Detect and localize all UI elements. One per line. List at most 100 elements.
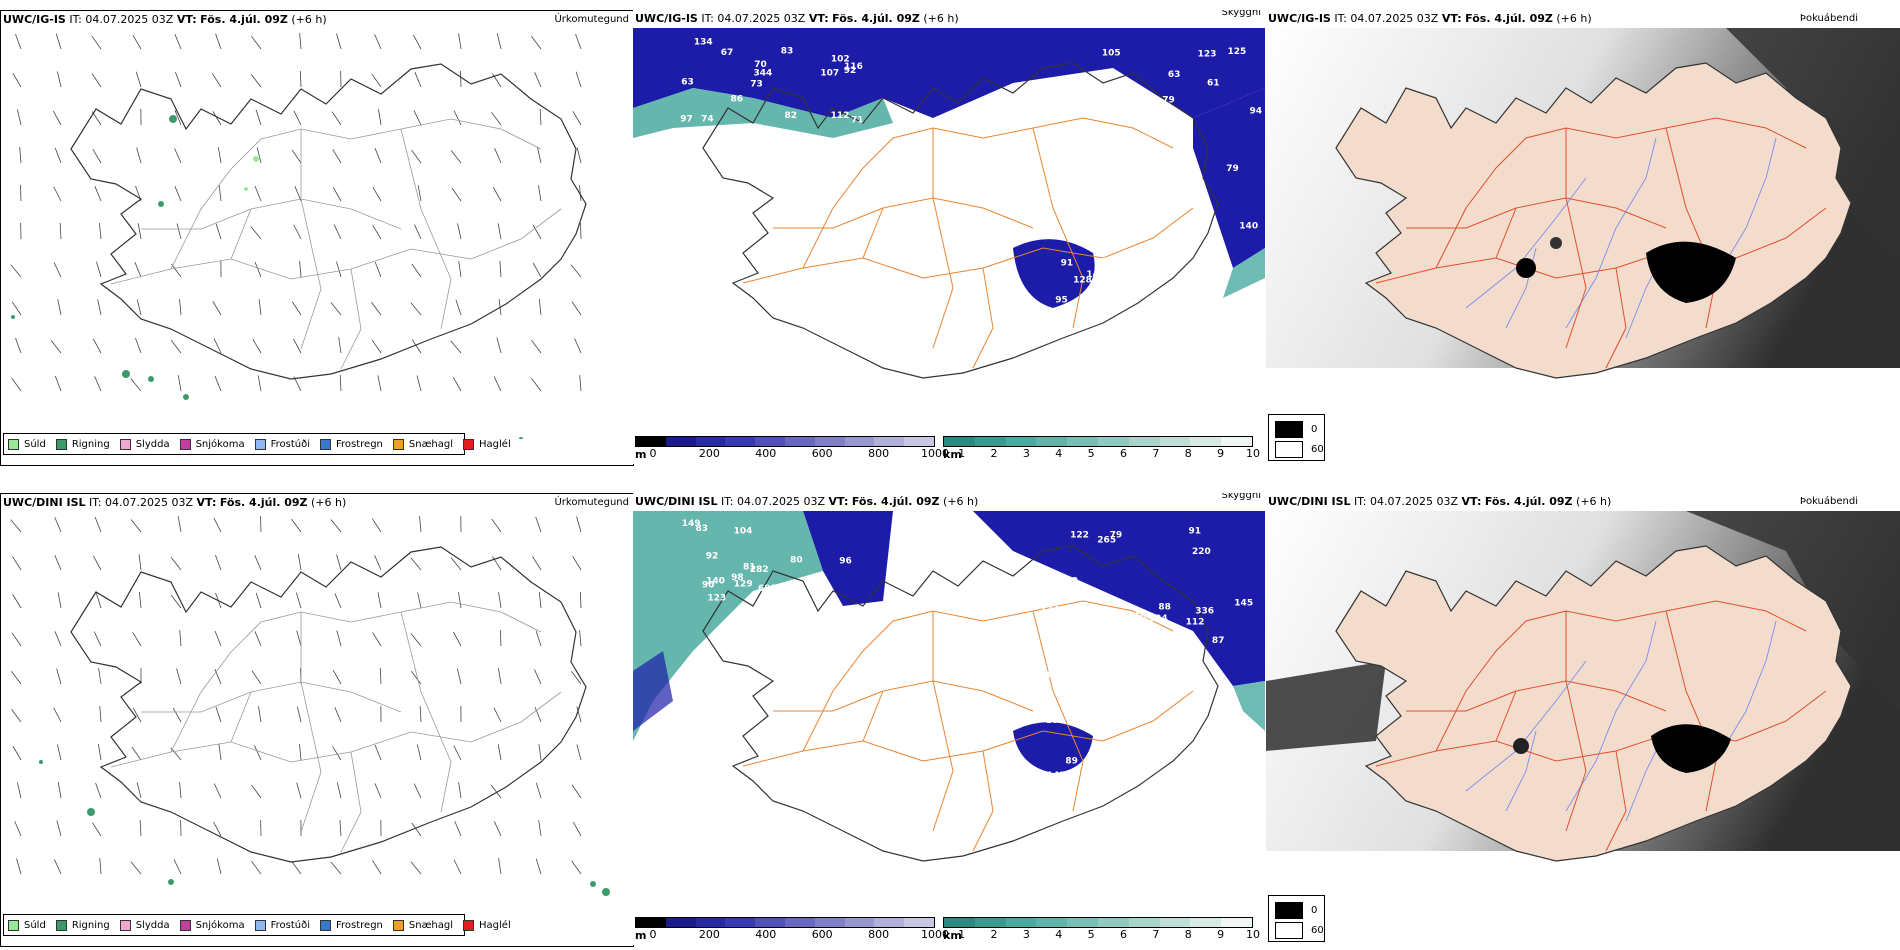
colorbar-segment	[814, 918, 845, 927]
legend-swatch	[392, 919, 404, 931]
visibility-number: 91	[1061, 259, 1074, 269]
colorbar-tick: 1	[958, 447, 966, 460]
legend-label: Súld	[24, 919, 46, 931]
wind-barb	[492, 556, 502, 571]
wind-barb	[494, 148, 502, 164]
wind-barb	[374, 783, 382, 799]
colorbar-tick: 6	[1119, 447, 1127, 460]
visibility-number: 83	[696, 524, 709, 534]
colorbar-tick: 6	[1119, 928, 1127, 941]
wind-barb	[299, 744, 302, 761]
precip-legend-item: Snjókoma	[179, 919, 245, 931]
wind-barb	[490, 785, 502, 799]
wind-barb	[579, 375, 582, 392]
colorbar-segment	[725, 437, 756, 446]
panel-header: UWC/IG-IS IT: 04.07.2025 03Z VT: Fös. 4.…	[633, 10, 1265, 28]
visibility-number: 104	[1102, 257, 1121, 267]
wind-barb	[56, 668, 62, 685]
visibility-number: 123	[707, 594, 726, 604]
visibility-number: 113	[1020, 190, 1039, 200]
fog-index-panel-row1: UWC/IG-IS IT: 04.07.2025 03Z VT: Fös. 4.…	[1266, 10, 1900, 464]
wind-barb	[94, 376, 102, 392]
wind-barb	[410, 633, 422, 647]
wind-barb	[450, 340, 462, 354]
colorbar-segment	[636, 918, 666, 927]
wind-barb	[336, 630, 342, 647]
wind-barb	[332, 186, 342, 202]
wind-barb	[411, 670, 422, 685]
wind-barb	[254, 186, 262, 202]
precip-legend-item: Frostregn	[320, 919, 383, 931]
wind-barb	[174, 186, 182, 202]
visibility-number: 112	[1186, 618, 1205, 628]
wind-barb	[54, 555, 62, 571]
visibility-number: 105	[1166, 114, 1185, 124]
wind-barb	[96, 261, 102, 278]
wind-barb	[411, 822, 422, 837]
colorbar-segment	[1097, 437, 1129, 446]
legend-swatch	[320, 438, 331, 450]
wind-barb	[330, 302, 342, 316]
legend-label: Slydda	[135, 438, 170, 450]
colorbar-segment	[1097, 918, 1129, 927]
wind-barb	[132, 34, 142, 50]
wind-barb	[575, 71, 582, 88]
wind-barb	[92, 338, 102, 354]
wind-barb	[255, 109, 262, 126]
colorbar-segment	[1036, 918, 1068, 927]
wind-barb	[212, 111, 222, 126]
wind-barb	[372, 632, 382, 647]
visibility-number: 147	[1086, 270, 1105, 280]
wind-barb	[456, 668, 462, 685]
wind-barb	[572, 111, 582, 126]
precip-map	[10, 515, 610, 896]
visibility-number: 336	[1195, 606, 1214, 616]
colorbar-segment	[1221, 918, 1252, 927]
visibility-number: 68	[1101, 241, 1114, 251]
visibility-number: 120	[1060, 134, 1079, 144]
wind-barb	[299, 33, 302, 50]
visibility-number: 100	[1134, 612, 1153, 622]
colorbar-segment	[1036, 437, 1068, 446]
precip-legend-item: Frostúði	[254, 438, 310, 450]
wind-barb	[10, 264, 22, 278]
visibility-number: 121	[1139, 664, 1158, 674]
ceiling-colorbar-bar	[635, 917, 935, 928]
ceiling-colorbar-ticks: 0 200 400 600 800 1000	[635, 447, 950, 460]
colorbar-segment	[1067, 437, 1098, 446]
wind-barb	[498, 858, 502, 875]
fog-index-panel-row2: UWC/DINI ISL IT: 04.07.2025 03Z VT: Fös.…	[1266, 493, 1900, 945]
visibility-number: 82	[785, 111, 798, 121]
wind-barb	[57, 592, 62, 609]
wind-barb	[138, 554, 142, 571]
visibility-numbers: 83 84 88 140 124 91 80 79 100 123 265 336 698 122 87 90…	[682, 519, 1253, 781]
panel-header: UWC/DINI ISL IT: 04.07.2025 03Z VT: Fös.…	[633, 493, 1265, 511]
wind-barb	[572, 821, 582, 837]
wind-barb	[576, 147, 582, 164]
colorbar-segment	[784, 437, 815, 446]
wind-barb	[258, 706, 262, 723]
fog-legend: 0 60	[1268, 895, 1325, 942]
wind-barb	[496, 33, 502, 50]
wind-barb	[95, 592, 102, 609]
precip-type-panel-row1: UWC/IG-IS IT: 04.07.2025 03Z VT: Fös. 4.…	[0, 10, 634, 466]
visibility-number: 79	[1162, 96, 1175, 106]
wind-barb	[492, 186, 502, 202]
legend-label: Frostúði	[270, 438, 310, 450]
legend-swatch	[254, 919, 266, 931]
colorbar-tick: 3	[1022, 447, 1030, 460]
precip-legend: Súld Rigning Slydda Snjókoma Frostúði Frostre…	[3, 433, 511, 455]
precip-type-panel-row2: UWC/DINI ISL IT: 04.07.2025 03Z VT: Fös.…	[0, 493, 634, 947]
wind-barb	[410, 557, 422, 571]
panel-title: Úrkomutegund	[554, 14, 629, 25]
legend-swatch	[463, 919, 475, 931]
wind-barb	[330, 861, 342, 875]
colorbar-segment	[814, 437, 845, 446]
colorbar-segment	[1005, 437, 1037, 446]
wind-barb	[299, 70, 302, 88]
panel-header: UWC/IG-IS IT: 04.07.2025 03Z VT: Fös. 4.…	[1266, 10, 1900, 28]
visibility-number: 70	[754, 60, 767, 70]
visibility-number: 129	[734, 579, 753, 589]
colorbar-tick: 8	[1184, 928, 1192, 941]
wind-barb	[57, 782, 62, 799]
